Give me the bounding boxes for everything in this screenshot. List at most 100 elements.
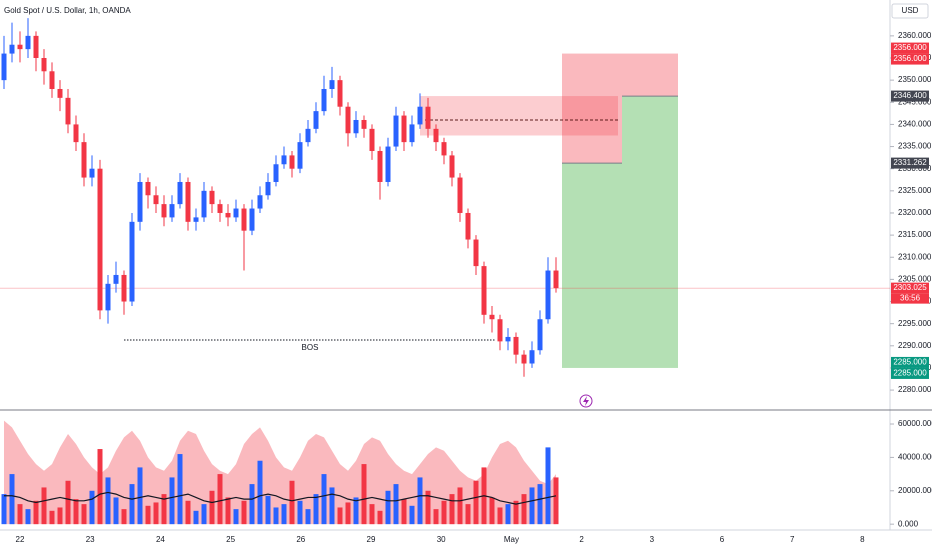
volume-bar: [201, 504, 207, 525]
y-tick-label: 2335.000: [898, 142, 932, 151]
volume-bar: [329, 487, 335, 525]
y-tick-label: 2340.000: [898, 120, 932, 129]
volume-bar: [409, 505, 415, 525]
event-bolt: [583, 396, 589, 406]
candle-body: [377, 150, 383, 182]
candle-body: [417, 106, 423, 125]
candle-body: [257, 195, 263, 209]
volume-bar: [321, 474, 327, 525]
target-badge: [891, 367, 929, 379]
candle-body: [289, 155, 295, 169]
stop-badge: [891, 53, 929, 65]
volume-bar: [297, 500, 303, 525]
candle-body: [433, 128, 439, 143]
volume-bar: [57, 507, 63, 525]
volume-ma: [4, 491, 557, 505]
volume-bar: [537, 484, 543, 525]
candle-body: [89, 168, 95, 178]
volume-bar: [65, 480, 71, 525]
x-tick-label: 8: [860, 535, 865, 544]
x-tick-label: May: [504, 535, 519, 544]
candle-body: [105, 283, 111, 311]
x-tick-label: 23: [86, 535, 95, 544]
y-tick-label: 2310.000: [898, 252, 932, 261]
candle-body: [193, 217, 199, 222]
x-tick-label: 7: [790, 535, 795, 544]
candle-body: [169, 204, 175, 218]
x-tick-label: 26: [296, 535, 305, 544]
candle-body: [353, 119, 359, 134]
target-label: 2285.000: [893, 369, 927, 378]
candle-body: [9, 44, 15, 54]
volume-bar: [553, 477, 559, 525]
volume-bar: [529, 487, 535, 525]
volume-bar: [153, 502, 159, 525]
stop-label: 2356.000: [893, 54, 927, 63]
volume-bar: [393, 484, 399, 525]
candle-body: [153, 195, 159, 205]
candle-body: [337, 80, 343, 107]
volume-bar: [273, 507, 279, 525]
currency-box[interactable]: [891, 3, 929, 19]
candle-body: [1, 53, 7, 81]
candle-body: [273, 164, 279, 182]
x-tick-label: 30: [437, 535, 446, 544]
volume-bar: [209, 490, 215, 525]
bos-label: BOS: [302, 343, 319, 352]
target-label: 2285.000: [893, 358, 927, 367]
y-tick-label: 2345.000: [898, 97, 932, 106]
candle-body: [241, 208, 247, 231]
y-tick-label: 2280.000: [898, 385, 932, 394]
volume-bar: [361, 464, 367, 525]
chart-title: Gold Spot / U.S. Dollar, 1h, OANDA: [4, 6, 131, 15]
stop-label: 2356.000: [893, 43, 927, 52]
volume-bar: [113, 497, 119, 525]
y-tick-label: 2325.000: [898, 186, 932, 195]
volume-bar: [129, 484, 135, 525]
volume-bar: [265, 495, 271, 525]
volume-bar: [257, 460, 263, 525]
volume-bar: [25, 509, 31, 525]
candle-body: [177, 181, 183, 205]
y-tick-label: 2350.000: [898, 75, 932, 84]
candle-body: [121, 274, 127, 302]
x-tick-label: 29: [367, 535, 376, 544]
volume-bar: [169, 477, 175, 525]
candle-body: [497, 319, 503, 342]
volume-tick-label: 0.000: [898, 519, 919, 528]
y-tick-label: 2315.000: [898, 230, 932, 239]
y-tick-label: 2360.000: [898, 31, 932, 40]
y-tick-label: 2305.000: [898, 274, 932, 283]
y-tick-label: 2320.000: [898, 208, 932, 217]
y-tick-label: 2290.000: [898, 341, 932, 350]
candle-body: [329, 80, 335, 89]
candle-body: [129, 221, 135, 302]
candle-body: [57, 88, 63, 98]
candle-body: [457, 177, 463, 213]
candle-body: [465, 212, 471, 240]
candle-body: [217, 204, 223, 213]
volume-bar: [1, 494, 7, 525]
volume-bar: [289, 480, 295, 525]
candle-body: [553, 270, 559, 289]
volume-bar: [73, 499, 79, 525]
volume-bar: [33, 500, 39, 525]
candle-body: [81, 142, 87, 178]
volume-bar: [425, 490, 431, 525]
event-icon[interactable]: [579, 394, 593, 408]
candle-body: [513, 336, 519, 355]
volume-bar: [353, 497, 359, 525]
volume-bar: [369, 504, 375, 525]
volume-bar: [185, 500, 191, 525]
x-tick-label: 25: [226, 535, 235, 544]
volume-tick-label: 60000.000: [898, 419, 932, 428]
volume-bar: [249, 484, 255, 525]
stop-zone: [622, 53, 678, 97]
candle-body: [529, 350, 535, 364]
supply-zone: [420, 96, 618, 136]
volume-bar: [473, 480, 479, 525]
target-zone: [622, 96, 678, 368]
last-price-label: 2303.025: [893, 283, 927, 292]
